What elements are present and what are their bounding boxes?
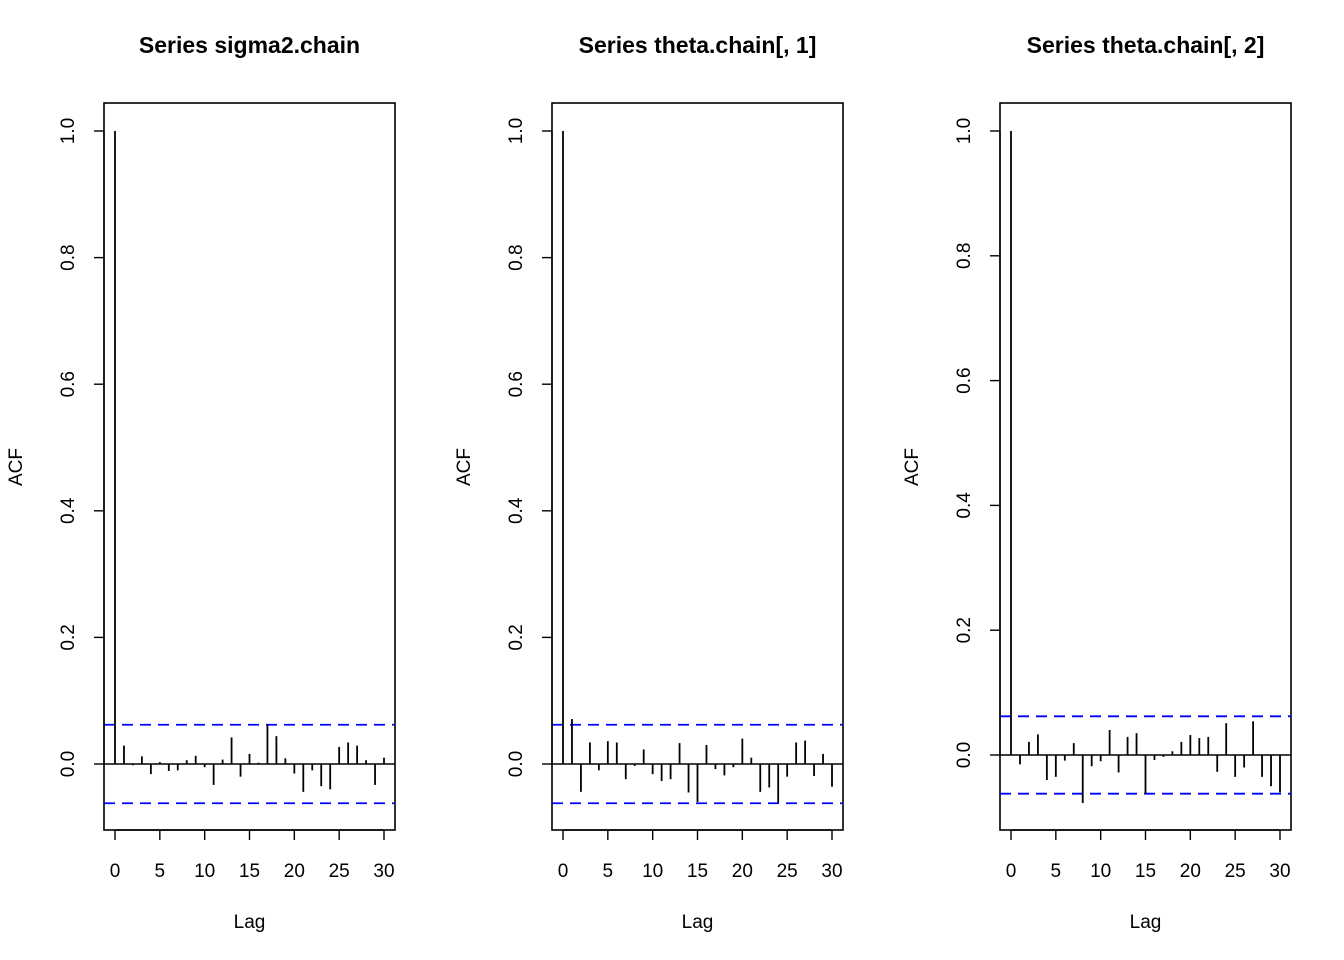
x-axis-label: Lag — [234, 912, 266, 933]
y-axis-label: ACF — [454, 448, 475, 486]
x-tick-label: 15 — [687, 861, 708, 882]
y-tick-label: 1.0 — [506, 118, 527, 144]
panels: Series sigma2.chain 0 5 10 15 20 25 30 0.0 0.2 0.4… — [6, 32, 1292, 933]
y-tick-label: 0.4 — [506, 497, 527, 524]
y-tick-label: 0.0 — [506, 751, 527, 777]
x-tick-label: 25 — [777, 861, 798, 882]
x-tick-label: 10 — [194, 861, 215, 882]
y-tick-label: 0.8 — [954, 243, 975, 269]
x-tick-label: 25 — [329, 861, 350, 882]
chart-title: Series theta.chain[, 2] — [1027, 32, 1265, 58]
x-tick-label: 15 — [239, 861, 260, 882]
x-tick-label: 30 — [821, 861, 842, 882]
acf-panel-1: Series sigma2.chain 0 5 10 15 20 25 30 0.0 0.2 0.4… — [6, 32, 396, 933]
x-tick-label: 30 — [1269, 861, 1290, 882]
y-tick-label: 1.0 — [58, 118, 79, 144]
acf-panel-3: Series theta.chain[, 2] 0 5 10 15 20 25 30 0.0 0.… — [902, 32, 1292, 933]
y-tick-label: 0.8 — [506, 244, 527, 270]
x-tick-label: 25 — [1225, 861, 1246, 882]
y-axis-label: ACF — [902, 448, 923, 486]
x-axis-label: Lag — [682, 912, 714, 933]
y-tick-label: 0.2 — [58, 624, 79, 650]
x-tick-label: 10 — [642, 861, 663, 882]
x-tick-label: 20 — [732, 861, 753, 882]
y-tick-label: 0.6 — [506, 371, 527, 397]
y-tick-label: 0.0 — [58, 751, 79, 777]
x-tick-label: 10 — [1090, 861, 1111, 882]
y-axis-label: ACF — [6, 448, 27, 486]
x-tick-label: 15 — [1135, 861, 1156, 882]
x-tick-label: 0 — [110, 861, 121, 882]
x-axis-label: Lag — [1130, 912, 1162, 933]
y-tick-label: 0.0 — [954, 742, 975, 768]
x-tick-label: 20 — [1180, 861, 1201, 882]
y-tick-label: 0.2 — [954, 617, 975, 643]
y-tick-label: 0.6 — [58, 371, 79, 397]
y-tick-label: 0.4 — [58, 497, 79, 524]
x-tick-label: 0 — [1006, 861, 1017, 882]
x-tick-label: 5 — [1051, 861, 1062, 882]
acf-panel-2: Series theta.chain[, 1] 0 5 10 15 20 25 30 0.0 0.… — [454, 32, 844, 933]
x-tick-label: 5 — [603, 861, 614, 882]
y-tick-label: 0.2 — [506, 624, 527, 650]
y-tick-label: 0.4 — [954, 492, 975, 519]
x-tick-label: 30 — [373, 861, 394, 882]
y-tick-label: 1.0 — [954, 118, 975, 144]
chart-title: Series sigma2.chain — [139, 32, 360, 58]
x-tick-label: 5 — [155, 861, 166, 882]
x-tick-label: 0 — [558, 861, 569, 882]
chart-title: Series theta.chain[, 1] — [579, 32, 817, 58]
y-tick-label: 0.8 — [58, 244, 79, 270]
x-tick-label: 20 — [284, 861, 305, 882]
y-tick-label: 0.6 — [954, 367, 975, 393]
